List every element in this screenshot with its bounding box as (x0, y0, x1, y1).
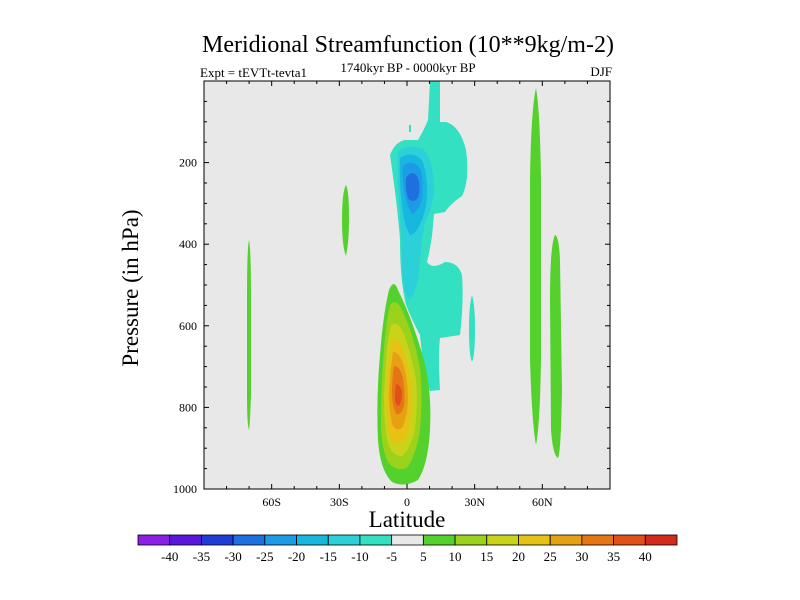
colorbar-tick-label: 15 (480, 549, 493, 564)
x-tick-label: 60N (532, 495, 553, 509)
y-tick-label: 600 (179, 319, 197, 333)
colorbar-swatch (327, 534, 361, 546)
x-tick-label: 30S (330, 495, 349, 509)
neg-dot (409, 125, 411, 132)
experiment-label: Expt = tEVTt-tevta1 (200, 65, 307, 80)
colorbar-swatch (359, 534, 393, 546)
colorbar-swatch (422, 534, 456, 546)
colorbar-tick-label: -5 (386, 549, 397, 564)
pos-sliver-28S (342, 185, 349, 256)
colorbar-swatch (644, 534, 678, 546)
colorbar-tick-label: -30 (224, 549, 241, 564)
pos-band-57N (530, 88, 541, 445)
colorbar-swatch (518, 534, 551, 546)
pos-cell-level-7 (395, 384, 402, 406)
colorbar-swatch (232, 534, 266, 546)
contour-fills (247, 81, 562, 485)
y-axis: 200 400 600 800 1000 (173, 100, 610, 496)
y-tick-label: 1000 (173, 482, 197, 496)
colorbar-tick-label: 10 (449, 549, 462, 564)
x-tick-label: 0 (404, 495, 410, 509)
x-tick-label: 30N (464, 495, 485, 509)
colorbar-swatch (201, 534, 234, 546)
colorbar-tick-label: -40 (161, 549, 178, 564)
colorbar: -40 -35 -30 -25 -20 -15 -10 -5 5 10 15 20 25 30 35 40 (137, 534, 678, 564)
y-tick-label: 400 (179, 237, 197, 251)
colorbar-swatch (137, 534, 171, 546)
colorbar-tick-label: 25 (544, 549, 557, 564)
colorbar-tick-label: -15 (320, 549, 337, 564)
neg-sliver-30N (469, 295, 475, 362)
colorbar-tick-label: 20 (512, 549, 525, 564)
period-label: 1740kyr BP - 0000kyr BP (340, 60, 475, 75)
colorbar-swatch (296, 534, 329, 546)
colorbar-tick-label: 35 (607, 549, 620, 564)
colorbar-swatch (581, 534, 614, 546)
colorbar-swatch (486, 534, 519, 546)
y-axis-title: Pressure (in hPa) (118, 209, 143, 366)
colorbar-tick-label: 40 (639, 549, 652, 564)
colorbar-swatch (454, 534, 488, 546)
colorbar-tick-label: -25 (256, 549, 273, 564)
x-tick-label: 60S (262, 495, 281, 509)
season-label: DJF (590, 64, 612, 79)
neg-cell-level-5 (405, 173, 420, 201)
y-tick-label: 200 (179, 156, 197, 170)
colorbar-tick-label: -20 (288, 549, 305, 564)
y-tick-label: 800 (179, 400, 197, 414)
x-axis: 60S 30S 0 30N 60N (226, 81, 588, 509)
colorbar-tick-label: 5 (420, 549, 427, 564)
chart-title: Meridional Streamfunction (10**9kg/m-2) (202, 32, 614, 58)
x-axis-title: Latitude (369, 507, 446, 532)
pos-sliver-70S (247, 240, 251, 430)
colorbar-swatch (391, 534, 424, 546)
colorbar-tick-label: 30 (575, 549, 588, 564)
pos-band-67N (550, 235, 562, 458)
colorbar-tick-label: -10 (351, 549, 368, 564)
colorbar-swatch (169, 534, 202, 546)
plot-area (203, 80, 611, 490)
colorbar-swatch (264, 534, 297, 546)
colorbar-tick-label: -35 (193, 549, 210, 564)
colorbar-swatch (549, 534, 583, 546)
colorbar-swatch (613, 534, 646, 546)
